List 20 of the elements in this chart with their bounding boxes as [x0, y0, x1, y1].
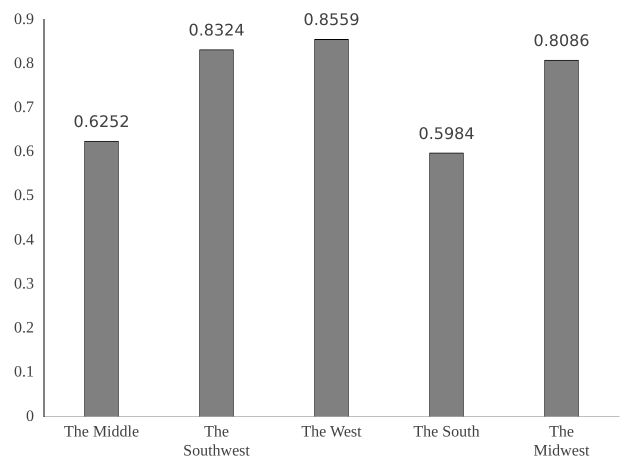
y-tick-label: 0.6: [14, 143, 34, 160]
y-tick-label: 0.7: [14, 99, 34, 116]
x-tick-label: The West: [301, 423, 362, 440]
x-tick-label: The Middle: [64, 423, 140, 440]
x-tick-label: The South: [413, 423, 480, 440]
data-label: 0.8086: [534, 31, 590, 50]
y-tick-label: 0.4: [14, 231, 34, 248]
x-tick-label: The Southwest: [183, 423, 250, 460]
x-tick-label: The Midwest: [534, 423, 590, 460]
data-label: 0.6252: [74, 112, 130, 131]
y-tick-label: 0.8: [14, 54, 34, 72]
y-tick-label: 0.5: [14, 187, 34, 204]
y-tick-label: 0.1: [14, 364, 34, 381]
y-tick-label: 0.9: [14, 10, 34, 28]
y-tick-label: 0.3: [14, 275, 34, 292]
y-tick-label: 0: [26, 408, 34, 425]
data-label: 0.5984: [418, 124, 474, 143]
data-label: 0.8324: [188, 20, 244, 40]
data-label: 0.8559: [304, 10, 360, 30]
y-tick-label: 0.2: [14, 320, 34, 337]
